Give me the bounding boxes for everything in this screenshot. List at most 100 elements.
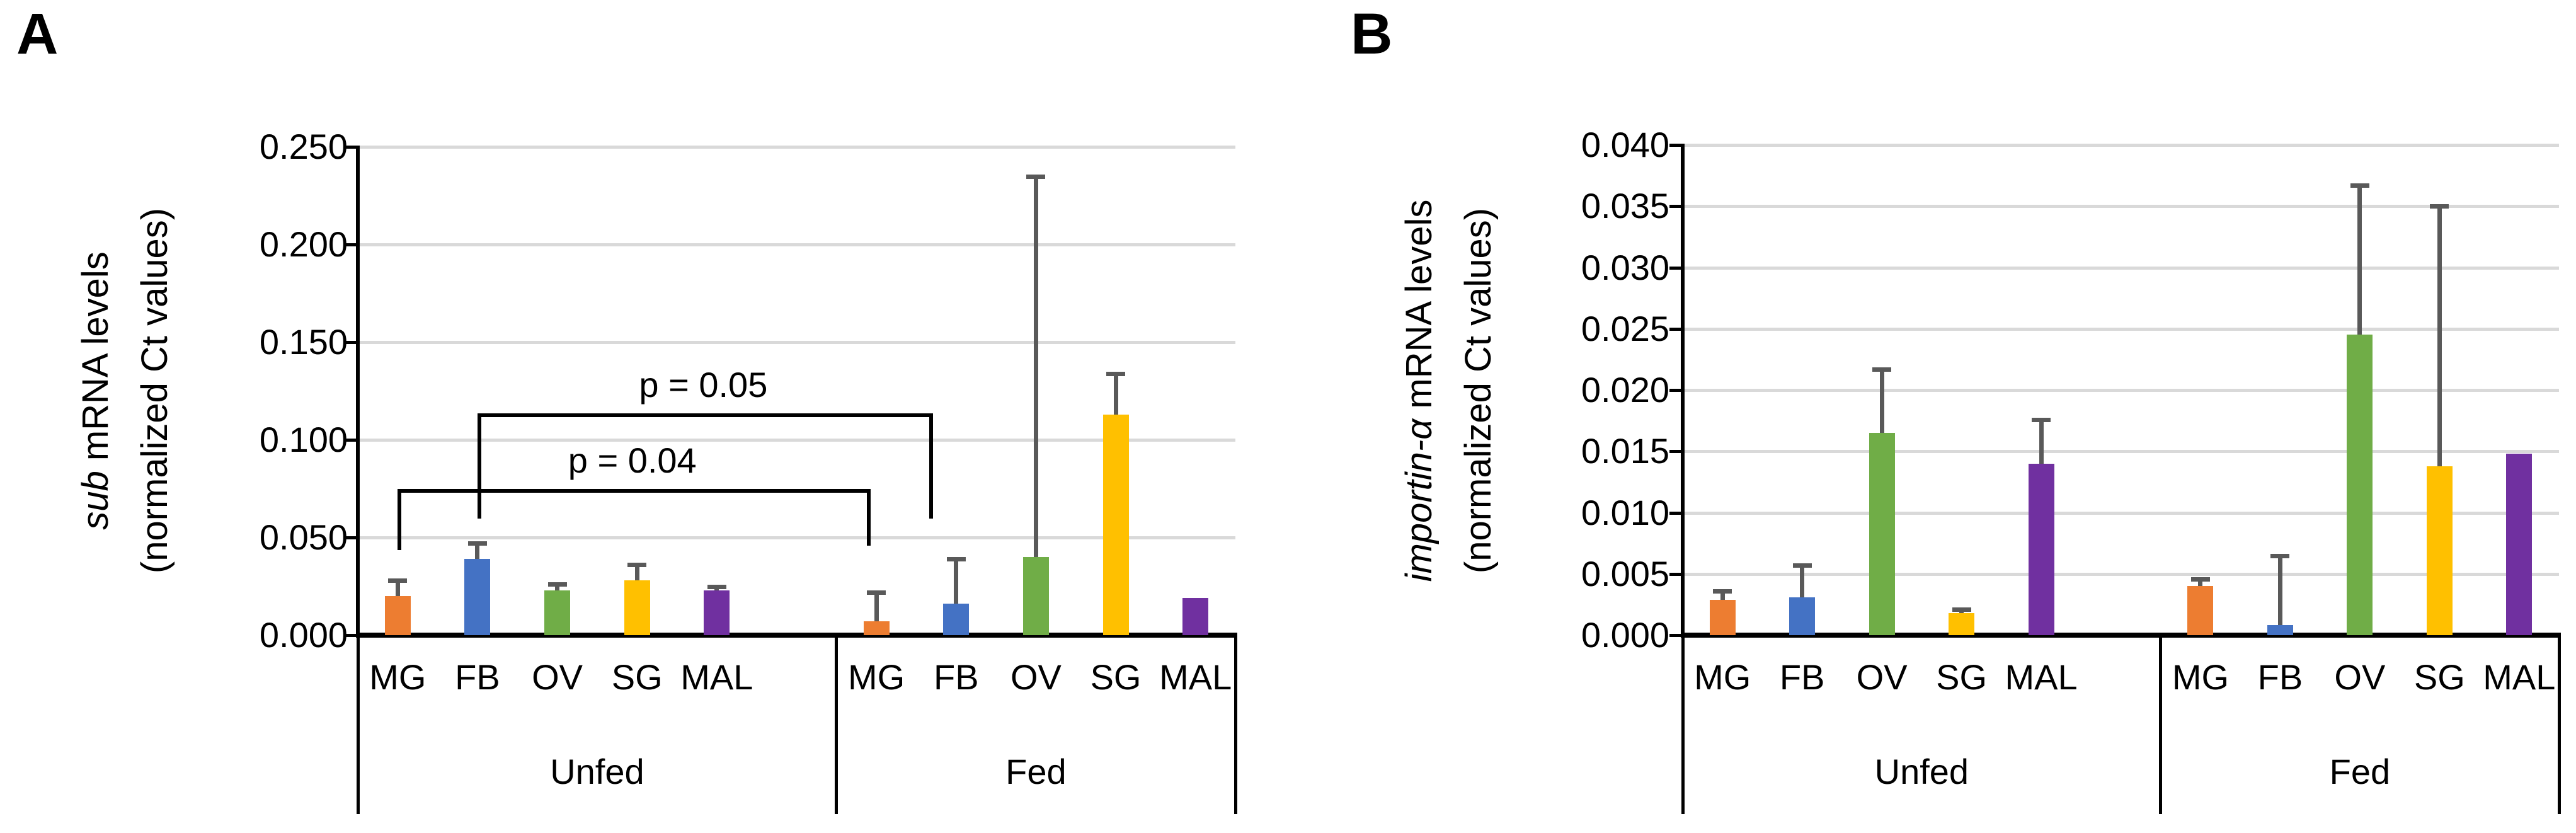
category-label: FB (1779, 657, 1825, 697)
y-axis-tick-mark (345, 341, 358, 344)
bar-fed-fb (943, 604, 970, 635)
y-gridline (1683, 144, 2559, 147)
y-axis-tick-label: 0.000 (259, 615, 348, 655)
y-axis-line (356, 146, 360, 635)
error-bar-line (1033, 176, 1038, 557)
error-bar-line (1800, 565, 1805, 597)
y-axis-tick-mark (1669, 511, 1683, 515)
category-label: OV (2334, 657, 2386, 697)
category-label: SG (1936, 657, 1988, 697)
y-axis-tick-label: 0.005 (1581, 553, 1669, 594)
y-axis-tick-label: 0.010 (1581, 492, 1669, 532)
error-bar-line (2039, 419, 2044, 464)
panel-b-y-axis-title-italic: importin-α (1399, 418, 1440, 582)
bar-fed-mal (1182, 598, 1209, 635)
error-bar-cap (946, 557, 966, 562)
significance-bracket-left-leg (398, 489, 402, 551)
y-axis-tick-mark (1669, 205, 1683, 209)
y-gridline (358, 439, 1235, 442)
significance-bracket-right-leg (929, 413, 933, 519)
significance-bracket-top (477, 413, 933, 418)
y-axis-tick-label: 0.035 (1581, 186, 1669, 226)
category-label: MAL (2483, 657, 2556, 697)
error-bar-line (954, 559, 959, 604)
group-label: Unfed (550, 752, 644, 791)
error-bar-cap (2190, 577, 2210, 582)
y-axis-tick-mark (1669, 634, 1683, 637)
y-axis-tick-mark (1669, 144, 1683, 147)
error-bar-line (555, 584, 560, 590)
category-label: FB (933, 657, 979, 697)
y-axis-tick-label: 0.100 (259, 420, 348, 459)
y-gridline (358, 146, 1235, 149)
bar-fed-sg (1102, 414, 1129, 635)
error-bar-line (2437, 206, 2442, 466)
y-gridline (358, 243, 1235, 246)
panel-a-y-axis-title-italic: sub (75, 471, 116, 530)
category-label: OV (1856, 657, 1908, 697)
category-frame-line (1681, 635, 1685, 814)
panel-a-letter: A (16, 2, 59, 66)
significance-bracket-right-leg (867, 489, 871, 546)
error-bar-cap (707, 584, 726, 589)
category-label: SG (1090, 657, 1142, 697)
category-label: MAL (2005, 657, 2078, 697)
significance-bracket-left-leg (477, 413, 481, 519)
error-bar-cap (1952, 607, 1971, 612)
error-bar-cap (547, 582, 567, 587)
category-label: MG (2172, 657, 2230, 697)
significance-p-value-label: p = 0.04 (568, 440, 697, 481)
error-bar-line (2357, 185, 2362, 335)
y-axis-tick-label: 0.250 (259, 127, 348, 166)
y-axis-tick-mark (345, 243, 358, 246)
y-gridline (1683, 266, 2559, 270)
bar-fed-mal (2506, 454, 2533, 635)
category-label: MG (1694, 657, 1751, 697)
group-divider-line (835, 635, 839, 814)
bar-unfed-ov (1869, 433, 1895, 635)
category-label: SG (611, 657, 663, 697)
y-gridline (1683, 450, 2559, 454)
bar-fed-mg (863, 621, 890, 635)
bar-fed-ov (1022, 557, 1049, 635)
error-bar-line (2198, 578, 2203, 587)
x-axis-line (356, 633, 1237, 638)
y-axis-tick-label: 0.015 (1581, 431, 1669, 471)
y-axis-tick-label: 0.030 (1581, 247, 1669, 287)
error-bar-line (1720, 590, 1725, 600)
x-axis-line (1681, 633, 2561, 638)
category-frame-line (356, 635, 360, 814)
error-bar-line (874, 592, 879, 622)
y-axis-tick-mark (345, 536, 358, 539)
y-axis-tick-mark (345, 439, 358, 442)
panel-b-letter: B (1351, 2, 1393, 66)
error-bar-cap (1792, 563, 1812, 568)
category-label: OV (532, 657, 583, 697)
error-bar-cap (388, 578, 408, 583)
y-gridline (358, 341, 1235, 344)
panel-b-y-axis-title-line1: importin-α mRNA levels (1399, 199, 1440, 582)
error-bar-line (395, 580, 400, 596)
group-divider-line (2159, 635, 2163, 814)
bar-unfed-fb (464, 559, 491, 635)
panel-a-y-axis-title-rest: mRNA levels (75, 251, 116, 471)
bar-fed-sg (2426, 466, 2453, 635)
panel-b-y-axis-title-rest: mRNA levels (1399, 199, 1440, 419)
error-bar-cap (2430, 204, 2449, 209)
bar-unfed-mg (384, 596, 411, 635)
category-frame-line (2557, 635, 2561, 814)
category-label: MAL (680, 657, 753, 697)
bar-unfed-sg (624, 580, 650, 635)
bar-fed-ov (2347, 335, 2373, 635)
significance-p-value-label: p = 0.05 (639, 365, 768, 405)
significance-bracket-top (398, 489, 871, 493)
error-bar-cap (627, 563, 647, 568)
bar-unfed-mal (704, 590, 730, 635)
bar-unfed-sg (1949, 612, 1975, 635)
category-label: MG (848, 657, 905, 697)
error-bar-line (2277, 555, 2282, 626)
y-axis-tick-mark (1669, 572, 1683, 576)
y-gridline (1683, 327, 2559, 331)
group-label: Fed (2329, 752, 2391, 791)
